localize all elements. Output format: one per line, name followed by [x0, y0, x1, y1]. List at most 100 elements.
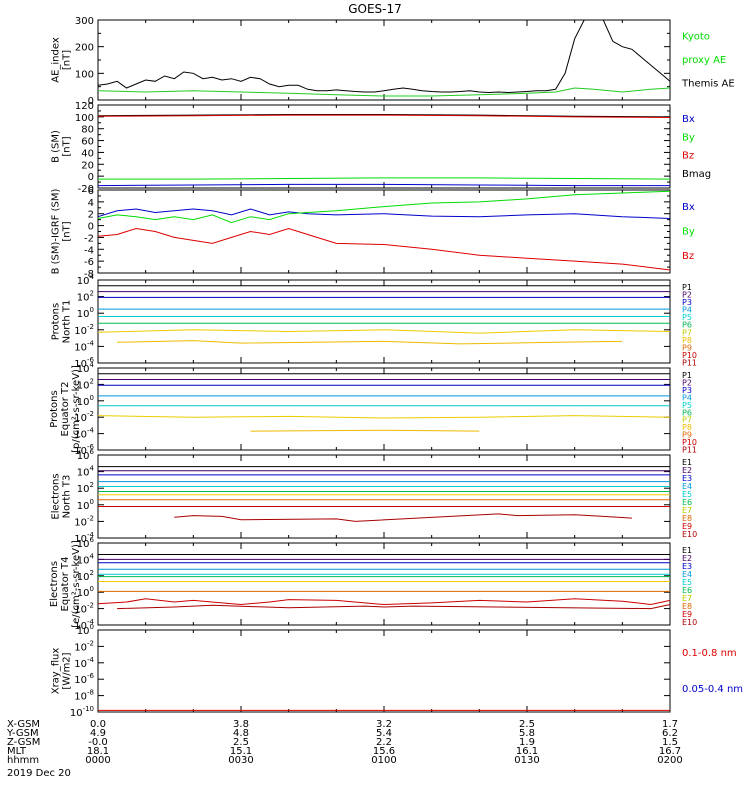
legend-entry: Bz	[682, 251, 694, 262]
y-tick-exponent: 2	[90, 569, 94, 577]
y-tick-label: 60	[81, 137, 94, 148]
y-axis-label: [nT]	[62, 221, 73, 241]
x-tick-value: 0000	[85, 755, 110, 766]
y-tick-exponent: 0	[90, 585, 94, 593]
x-tick-value: 6.2	[662, 728, 678, 739]
y-tick-label: -4	[84, 245, 94, 256]
panel-frame	[97, 19, 671, 101]
series-line-bz	[97, 114, 671, 118]
y-tick-label: 0	[88, 222, 94, 233]
legend-entry: P1	[682, 371, 692, 380]
series-line-bx	[97, 208, 671, 219]
y-tick-label: 100	[77, 306, 94, 320]
legend-entry: P3	[682, 298, 692, 307]
y-axis-label: [nT]	[62, 136, 73, 156]
y-tick-exponent: 2	[90, 290, 94, 298]
y-tick-exponent: -8	[87, 689, 94, 697]
y-tick-label: -2	[84, 233, 94, 244]
y-tick-exponent: -6	[87, 356, 95, 364]
panel-frame	[97, 629, 671, 713]
y-tick-exponent: 0	[90, 394, 94, 402]
y-tick-label: 10-2	[74, 514, 94, 528]
y-tick-exponent: -2	[87, 514, 94, 522]
y-tick-exponent: -2	[87, 602, 94, 610]
legend-entry: P8	[682, 423, 692, 432]
legend-entry: E1	[682, 546, 692, 555]
x-tick-value: 0100	[371, 755, 396, 766]
y-tick-exponent: 4	[90, 465, 95, 473]
x-row-label: Z-GSM	[7, 737, 40, 748]
legend-entry: P4	[682, 306, 692, 315]
series-line-e10	[174, 513, 632, 522]
legend-entry: E6	[682, 586, 692, 595]
panel-frame	[97, 189, 671, 274]
panel-frame	[97, 542, 671, 626]
x-tick-value: -0.0	[88, 737, 108, 748]
x-row-label: X-GSM	[7, 719, 40, 730]
legend-entry: P3	[682, 386, 692, 395]
legend-entry: Bx	[682, 202, 695, 213]
legend-entry: 0.1-0.8 nm	[682, 648, 737, 659]
legend-entry: Bx	[682, 114, 695, 125]
x-tick-value: 1.9	[519, 737, 535, 748]
y-tick-exponent: -2	[87, 410, 94, 418]
date-label: 2019 Dec 20	[7, 768, 71, 779]
legend-entry: Bmag	[682, 169, 711, 180]
series-line-by	[97, 190, 671, 224]
y-axis-label: Equator T2	[60, 382, 71, 437]
legend-entry: P6	[682, 408, 692, 417]
y-tick-label: 10-10	[70, 705, 94, 719]
series-line-e10	[117, 604, 671, 610]
legend-entry: E1	[682, 458, 692, 467]
legend-entry: P6	[682, 321, 692, 330]
x-tick-value: 3.2	[376, 719, 392, 730]
y-tick-label: -8	[84, 269, 94, 280]
y-tick-label: 100	[77, 498, 94, 512]
series-line-themis-ae	[97, 19, 671, 94]
y-tick-label: 10-4	[74, 656, 94, 670]
y-axis-label: B (SM)	[51, 130, 62, 163]
series-line-p7	[97, 329, 671, 334]
y-tick-exponent: -6	[87, 672, 95, 680]
y-axis-label: Electrons	[49, 561, 60, 607]
legend-entry: P2	[682, 291, 692, 300]
legend-entry: P9	[682, 431, 692, 440]
y-tick-label: 106	[77, 448, 95, 462]
y-axis-label: [p/(cm²-s-sr-keV)]	[71, 365, 82, 453]
y-tick-label: 20	[81, 160, 94, 171]
y-tick-exponent: 2	[90, 481, 94, 489]
x-tick-value: 4.8	[233, 728, 249, 739]
legend-entry: P2	[682, 378, 692, 387]
legend-entry: P8	[682, 336, 692, 345]
y-tick-label: 102	[77, 481, 94, 495]
x-row-label: MLT	[7, 746, 27, 757]
x-tick-value: 18.1	[87, 746, 109, 757]
y-tick-label: 80	[81, 125, 94, 136]
series-line-p8	[117, 340, 623, 345]
x-tick-value: 16.1	[516, 746, 538, 757]
x-tick-value: 0.0	[90, 719, 106, 730]
y-tick-exponent: -4	[87, 531, 95, 539]
y-tick-label: 100	[77, 623, 94, 637]
legend-entry: E2	[682, 554, 692, 563]
legend-entry: E2	[682, 466, 692, 475]
x-tick-value: 2.5	[233, 737, 249, 748]
legend-entry: E9	[682, 522, 692, 531]
y-axis-label: Protons	[51, 303, 62, 340]
legend-entry: E7	[682, 506, 692, 515]
legend-entry: P5	[682, 313, 692, 322]
legend-entry: P10	[682, 351, 697, 360]
y-axis-label: North T1	[62, 300, 73, 344]
legend-entry: E8	[682, 602, 692, 611]
y-tick-exponent: 6	[90, 448, 95, 456]
y-axis-label: AE_index	[51, 37, 62, 83]
x-tick-value: 15.6	[373, 746, 395, 757]
y-tick-exponent: -4	[87, 339, 95, 347]
y-tick-label: 10-8	[74, 689, 94, 703]
legend-entry: By	[682, 227, 695, 238]
